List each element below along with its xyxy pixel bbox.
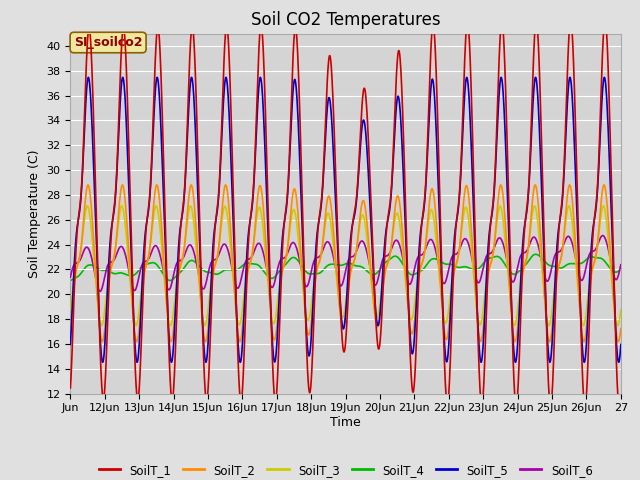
Legend: SoilT_1, SoilT_2, SoilT_3, SoilT_4, SoilT_5, SoilT_6: SoilT_1, SoilT_2, SoilT_3, SoilT_4, Soil… bbox=[94, 459, 597, 480]
X-axis label: Time: Time bbox=[330, 416, 361, 429]
Y-axis label: Soil Temperature (C): Soil Temperature (C) bbox=[28, 149, 41, 278]
Text: SI_soilco2: SI_soilco2 bbox=[74, 36, 142, 49]
Title: Soil CO2 Temperatures: Soil CO2 Temperatures bbox=[251, 11, 440, 29]
